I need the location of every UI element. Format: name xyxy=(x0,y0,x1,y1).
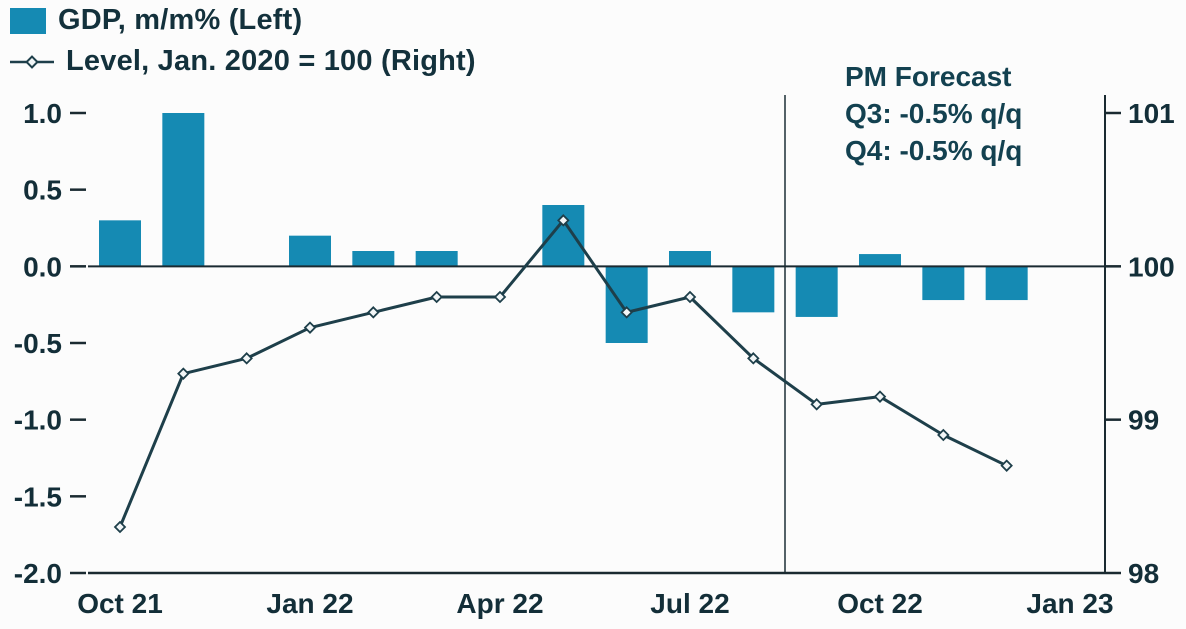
level-marker-diamond xyxy=(177,367,190,380)
right-axis-tick-label: 98 xyxy=(1128,558,1159,589)
level-marker-diamond xyxy=(810,398,823,411)
level-marker-diamond xyxy=(493,290,507,304)
gdp-bar xyxy=(859,254,901,267)
gdp-bar xyxy=(795,266,838,317)
level-marker-diamond xyxy=(557,214,570,227)
left-axis-tick-label: -1.5 xyxy=(14,481,62,512)
level-marker-diamond xyxy=(113,520,127,534)
chart-legend: GDP, m/m% (Left) Level, Jan. 2020 = 100 … xyxy=(10,4,476,78)
right-axis-tick-label: 101 xyxy=(1128,98,1175,129)
x-axis-tick-label: Oct 21 xyxy=(77,588,163,619)
gdp-bar xyxy=(415,251,458,267)
x-axis-tick-label: Oct 22 xyxy=(837,588,923,619)
gdp-bar xyxy=(289,235,331,267)
gdp-bar xyxy=(985,266,1028,301)
x-axis-tick-label: Apr 22 xyxy=(456,588,543,619)
gdp-bar xyxy=(352,251,395,267)
gdp-bar xyxy=(99,220,141,267)
level-marker-diamond xyxy=(873,390,887,403)
gdp-bar xyxy=(605,266,648,343)
legend-item-level-line: Level, Jan. 2020 = 100 (Right) xyxy=(10,45,476,78)
left-axis-tick-label: 1.0 xyxy=(23,98,62,129)
left-axis-tick-label: -2.0 xyxy=(14,558,62,589)
left-axis-tick-label: 0.0 xyxy=(23,251,62,282)
right-axis-tick-label: 100 xyxy=(1128,251,1175,282)
left-axis-tick-label: -1.0 xyxy=(14,405,62,436)
forecast-q3-value: Q3: -0.5% q/q xyxy=(845,98,1023,129)
forecast-annotation: PM Forecast Q3: -0.5% q/q Q4: -0.5% q/q xyxy=(845,58,1022,169)
level-marker-diamond xyxy=(683,290,697,304)
right-axis-tick-label: 99 xyxy=(1128,405,1159,436)
gdp-bar xyxy=(732,266,775,313)
level-marker-diamond xyxy=(367,306,380,319)
x-axis-tick-label: Jan 22 xyxy=(266,588,353,619)
x-axis-tick-label: Jan 23 xyxy=(1026,588,1113,619)
level-marker-diamond xyxy=(747,352,760,365)
line-series-swatch-icon xyxy=(10,54,54,69)
bar-series-swatch-icon xyxy=(10,7,46,34)
level-marker-diamond xyxy=(303,321,317,334)
gdp-bar xyxy=(922,266,965,301)
level-marker-diamond xyxy=(240,352,253,365)
forecast-title: PM Forecast xyxy=(845,61,1012,92)
level-marker-diamond xyxy=(430,290,443,304)
level-marker-diamond xyxy=(1000,459,1013,472)
left-axis-tick-label: -0.5 xyxy=(14,328,62,359)
gdp-bar xyxy=(162,113,205,267)
forecast-q4-value: Q4: -0.5% q/q xyxy=(845,135,1023,166)
level-marker-diamond xyxy=(937,428,950,442)
legend-label-gdp: GDP, m/m% (Left) xyxy=(58,4,303,36)
gdp-bar xyxy=(669,251,711,267)
left-axis-tick-label: 0.5 xyxy=(23,175,62,206)
x-axis-tick-label: Jul 22 xyxy=(650,588,729,619)
level-marker-diamond xyxy=(620,306,633,319)
legend-item-gdp-bars: GDP, m/m% (Left) xyxy=(10,4,476,37)
legend-label-level: Level, Jan. 2020 = 100 (Right) xyxy=(66,45,476,77)
